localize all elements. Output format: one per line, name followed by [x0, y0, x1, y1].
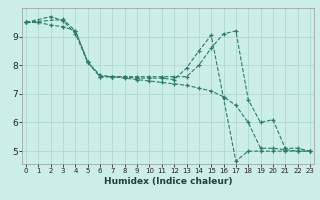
X-axis label: Humidex (Indice chaleur): Humidex (Indice chaleur) — [104, 177, 232, 186]
